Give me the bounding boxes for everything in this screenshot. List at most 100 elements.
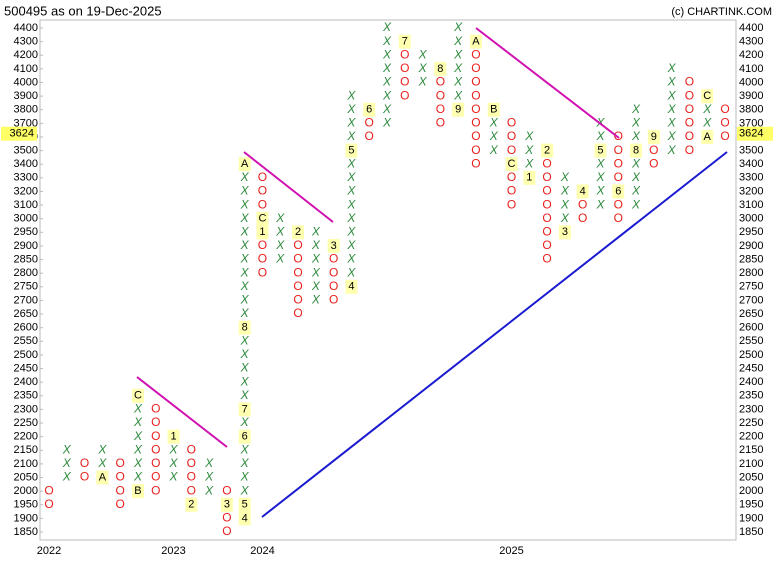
y-tick-label: 3100 [14,199,38,211]
month-marker-box [345,279,358,294]
y-tick-label: 2400 [739,376,763,388]
y-tick-label: 2550 [14,335,38,347]
x-box: X [702,102,712,116]
month-marker: 1 [526,172,532,184]
o-box: O [614,170,623,184]
month-marker-box [238,429,251,444]
month-marker: 3 [224,499,230,511]
month-marker-box [594,143,607,158]
o-box: O [614,211,623,225]
x-box: X [560,211,570,225]
x-box: X [524,156,534,170]
x-box: X [240,470,250,484]
o-box: O [614,143,623,157]
x-box: X [311,279,321,293]
x-box: X [667,88,677,102]
y-tick-label: 2900 [739,240,763,252]
y-tick-label: 2450 [739,362,763,374]
x-box: X [133,456,143,470]
x-box: X [631,116,641,130]
o-box: O [685,75,694,89]
month-marker: 6 [615,185,621,197]
o-box: O [80,470,89,484]
y-tick-label: 2350 [739,390,763,402]
x-box: X [489,143,499,157]
y-tick-label: 3500 [14,145,38,157]
y-tick-label: 2850 [739,253,763,265]
o-box: O [293,293,302,307]
y-tick-label: 2950 [14,226,38,238]
month-marker: 7 [242,403,248,415]
x-box: X [133,429,143,443]
x-box: X [240,483,250,497]
o-box: O [329,252,338,266]
month-marker-box [256,225,269,240]
y-tick-label: 3200 [14,185,38,197]
o-box: O [436,116,445,130]
y-tick-label: 2700 [739,294,763,306]
x-box: X [240,224,250,238]
x-box: X [489,129,499,143]
month-marker: 2 [544,145,550,157]
x-box: X [346,238,356,252]
x-box: X [275,211,285,225]
x-box: X [346,88,356,102]
y-tick-label: 3500 [739,145,763,157]
o-box: O [187,456,196,470]
o-box: O [720,102,729,116]
o-box: O [471,129,480,143]
o-box: O [115,497,124,511]
x-box: X [382,102,392,116]
y-tick-label: 1950 [14,499,38,511]
o-box: O [258,197,267,211]
month-marker-box [238,320,251,335]
o-box: O [471,116,480,130]
x-box: X [62,456,72,470]
o-box: O [329,265,338,279]
o-box: O [614,129,623,143]
y-tick-label: 2200 [14,431,38,443]
month-marker-box [523,170,536,185]
y-tick-label: 2700 [14,294,38,306]
x-box: X [667,61,677,75]
x-box: X [240,347,250,361]
o-box: O [44,497,53,511]
month-marker: C [134,390,142,402]
y-tick-label: 4300 [14,36,38,48]
month-marker: 2 [188,499,194,511]
x-box: X [240,265,250,279]
o-box: O [471,47,480,61]
o-box: O [649,156,658,170]
y-tick-label: 2000 [14,485,38,497]
y-tick-label: 3000 [14,213,38,225]
x-box: X [346,252,356,266]
x-box: X [311,265,321,279]
month-marker: C [703,90,711,102]
x-box: X [631,129,641,143]
o-box: O [400,47,409,61]
x-box: X [275,238,285,252]
x-box: X [595,156,605,170]
x-box: X [133,470,143,484]
x-box: X [595,197,605,211]
x-box: X [346,197,356,211]
x-box: X [240,333,250,347]
o-box: O [685,102,694,116]
x-box: X [204,470,214,484]
x-box: X [418,61,428,75]
o-box: O [720,129,729,143]
o-box: O [222,511,231,525]
o-box: O [471,156,480,170]
month-marker-box [469,34,482,49]
o-box: O [507,170,516,184]
o-box: O [685,88,694,102]
y-tick-label: 4400 [14,22,38,34]
x-box: X [97,442,107,456]
month-marker-box [167,429,180,444]
o-box: O [471,102,480,116]
o-box: O [329,279,338,293]
o-box: O [542,170,551,184]
month-marker-box [131,484,144,499]
x-box: X [204,456,214,470]
